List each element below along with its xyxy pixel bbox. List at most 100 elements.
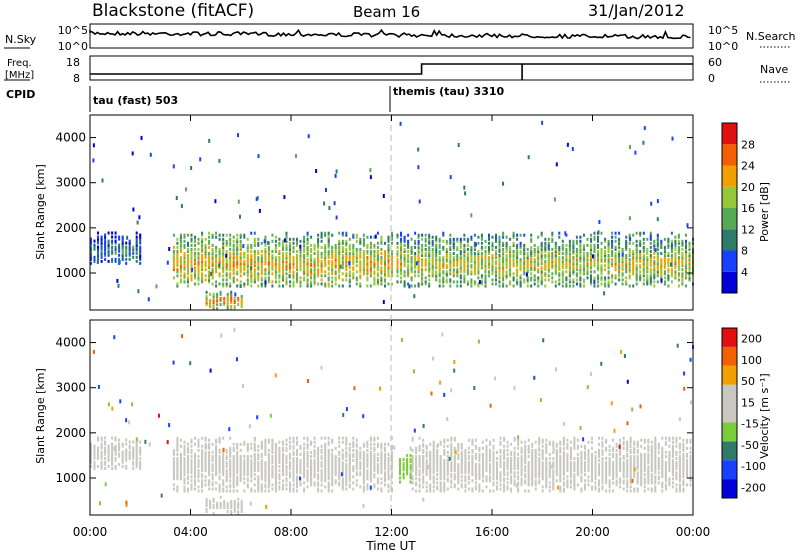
data-cell: [402, 464, 405, 468]
data-cell: [443, 450, 446, 454]
data-cell: [635, 272, 638, 276]
data-cell: [324, 231, 327, 235]
data-cell: [187, 280, 189, 284]
data-cell: [229, 459, 232, 462]
noise-cell: [288, 274, 291, 279]
data-cell: [510, 471, 513, 475]
data-cell: [292, 489, 295, 493]
data-cell: [380, 241, 383, 245]
data-cell: [299, 467, 302, 471]
data-cell: [670, 231, 673, 235]
data-cell: [681, 254, 684, 257]
data-cell: [583, 254, 585, 257]
data-cell: [267, 250, 270, 253]
data-cell: [512, 262, 515, 266]
data-cell: [607, 243, 610, 247]
data-cell: [205, 499, 208, 503]
data-cell: [453, 438, 456, 442]
data-cell: [439, 467, 442, 471]
data-cell: [366, 475, 369, 479]
data-cell: [414, 284, 417, 288]
data-cell: [400, 280, 402, 284]
data-cell: [352, 252, 355, 255]
data-cell: [264, 258, 267, 262]
data-cell: [317, 245, 320, 249]
data-cell: [421, 268, 424, 272]
data-cell: [194, 282, 196, 286]
data-cell: [579, 264, 582, 268]
data-cell: [498, 266, 501, 270]
data-cell: [285, 280, 288, 284]
data-cell: [338, 243, 341, 247]
data-cell: [204, 237, 207, 241]
data-cell: [436, 473, 439, 477]
data-cell: [278, 258, 281, 262]
data-cell: [204, 469, 207, 473]
data-cell: [139, 251, 142, 255]
data-cell: [579, 258, 582, 262]
data-cell: [635, 264, 638, 268]
data-cell: [445, 264, 448, 268]
data-cell: [215, 446, 218, 450]
data-cell: [223, 296, 226, 300]
data-cell: [391, 450, 393, 454]
data-cell: [498, 264, 501, 268]
data-cell: [445, 254, 448, 257]
data-cell: [503, 483, 506, 487]
data-cell: [510, 489, 513, 493]
data-cell: [663, 252, 666, 255]
data-cell: [201, 459, 204, 462]
data-cell: [232, 477, 235, 481]
data-cell: [547, 270, 550, 274]
data-cell: [226, 307, 229, 311]
data-cell: [352, 258, 355, 262]
data-cell: [211, 256, 214, 260]
data-cell: [568, 250, 571, 253]
data-cell: [331, 489, 334, 493]
data-cell: [90, 458, 92, 462]
data-cell: [121, 442, 124, 446]
data-cell: [530, 254, 533, 257]
data-cell: [313, 252, 316, 255]
data-cell: [502, 262, 505, 266]
data-cell: [271, 444, 274, 448]
data-cell: [111, 452, 114, 456]
data-cell: [183, 467, 186, 471]
data-cell: [324, 467, 327, 471]
cpid-segment-2: themis (tau) 3310: [393, 85, 505, 98]
data-cell: [376, 274, 379, 278]
data-cell: [537, 235, 540, 239]
data-cell: [183, 274, 186, 278]
data-cell: [352, 274, 355, 278]
data-cell: [384, 284, 386, 288]
data-cell: [306, 485, 309, 489]
data-cell: [183, 452, 186, 456]
data-cell: [239, 233, 242, 237]
data-cell: [172, 276, 175, 280]
data-cell: [243, 469, 246, 473]
data-cell: [533, 262, 536, 266]
data-cell: [194, 442, 196, 446]
data-cell: [183, 254, 186, 257]
data-cell: [403, 247, 406, 251]
data-cell: [618, 254, 621, 257]
data-cell: [477, 241, 480, 245]
data-cell: [463, 233, 466, 237]
data-cell: [197, 247, 200, 251]
data-cell: [681, 258, 684, 262]
data-cell: [464, 452, 467, 456]
data-cell: [558, 272, 561, 276]
data-cell: [222, 252, 225, 255]
data-cell: [211, 477, 214, 481]
data-cell: [635, 239, 638, 243]
data-cell: [128, 452, 131, 456]
data-cell: [530, 266, 533, 270]
data-cell: [299, 280, 302, 284]
data-cell: [306, 274, 309, 278]
data-cell: [313, 258, 316, 262]
data-cell: [590, 282, 592, 286]
data-cell: [190, 450, 193, 454]
data-cell: [187, 469, 189, 473]
data-cell: [488, 233, 490, 237]
data-cell: [561, 264, 564, 268]
